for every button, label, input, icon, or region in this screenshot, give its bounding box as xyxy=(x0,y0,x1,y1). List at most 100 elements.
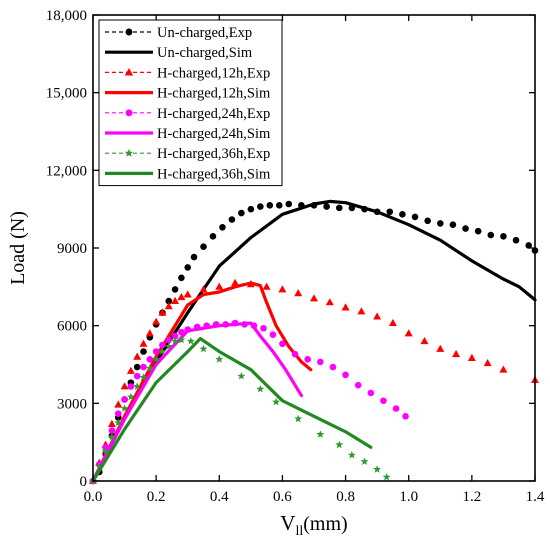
data-point xyxy=(164,342,173,350)
data-point xyxy=(152,355,161,363)
data-point xyxy=(164,302,173,310)
legend: Un-charged,Exp Un-charged,Sim H-charged,12… xyxy=(98,19,283,187)
data-point xyxy=(199,285,208,293)
x-tick-label: 1.0 xyxy=(399,489,418,505)
legend-item: H-charged,36h,Exp xyxy=(105,146,270,162)
data-point xyxy=(159,341,166,349)
data-point xyxy=(171,332,179,340)
legend-item: H-charged,12h,Sim xyxy=(105,86,271,102)
data-point xyxy=(199,344,208,353)
data-point xyxy=(133,352,142,360)
data-point xyxy=(342,371,349,379)
data-point xyxy=(108,427,116,434)
data-point xyxy=(215,355,224,363)
series-line xyxy=(91,281,313,483)
legend-item: H-charged,24h,Sim xyxy=(105,126,271,142)
data-point xyxy=(177,293,186,301)
y-tick-label: 6000 xyxy=(57,319,87,335)
x-tick-label: 1.4 xyxy=(526,489,545,505)
data-point xyxy=(171,286,179,293)
data-point xyxy=(285,200,293,208)
y-tick-label: 15,000 xyxy=(46,86,87,102)
data-point xyxy=(512,236,520,244)
data-point xyxy=(152,348,160,355)
data-point xyxy=(436,220,444,227)
data-point xyxy=(186,337,195,345)
data-point xyxy=(260,324,267,332)
data-point xyxy=(145,364,154,372)
series-7 xyxy=(89,335,391,485)
data-point xyxy=(237,371,246,380)
data-point xyxy=(386,208,394,216)
legend-item: H-charged,36h,Sim xyxy=(105,166,271,182)
legend-item: Un-charged,Exp xyxy=(105,25,252,41)
data-point xyxy=(436,344,445,352)
data-point xyxy=(279,340,286,348)
legend-item: H-charged,12h,Exp xyxy=(105,65,270,81)
data-point xyxy=(146,356,154,363)
data-point xyxy=(158,347,167,355)
data-point xyxy=(452,349,461,358)
data-point xyxy=(127,383,135,390)
data-point xyxy=(231,278,240,286)
data-point xyxy=(354,381,362,389)
data-point xyxy=(152,317,161,325)
legend-label: H-charged,24h,Exp xyxy=(157,106,270,122)
data-point xyxy=(411,213,419,221)
data-point xyxy=(140,348,147,355)
data-point xyxy=(404,329,413,337)
data-point xyxy=(373,312,382,320)
data-point xyxy=(399,211,406,218)
data-point xyxy=(462,225,469,232)
y-tick-label: 0 xyxy=(80,474,88,490)
legend-box xyxy=(98,19,283,187)
x-axis-label-main: V xyxy=(280,511,295,535)
series-line xyxy=(91,321,303,483)
data-point xyxy=(257,203,264,210)
data-point xyxy=(269,331,277,339)
data-point xyxy=(266,201,274,209)
series-4 xyxy=(91,281,313,483)
series-5 xyxy=(89,319,409,485)
data-point xyxy=(272,397,281,406)
data-point xyxy=(183,290,192,298)
legend-item: Un-charged,Sim xyxy=(105,45,253,61)
data-point xyxy=(392,405,400,412)
legend-swatch-marker xyxy=(124,148,134,157)
legend-label: Un-charged,Exp xyxy=(157,25,252,41)
x-axis-label-unit: (mm) xyxy=(303,513,347,535)
data-point xyxy=(329,363,337,371)
data-point xyxy=(291,350,299,358)
data-point xyxy=(133,372,141,380)
data-point xyxy=(171,296,180,304)
legend-label: H-charged,12h,Sim xyxy=(157,86,271,102)
data-point xyxy=(200,243,207,251)
data-point xyxy=(262,282,271,290)
data-point xyxy=(165,336,173,344)
x-axis-label-subscript: ll xyxy=(295,524,303,539)
data-point xyxy=(247,205,255,213)
data-point xyxy=(275,201,283,209)
data-point xyxy=(256,384,265,393)
x-tick-label: 0.8 xyxy=(336,489,355,505)
data-point xyxy=(382,472,391,481)
legend-swatch-marker xyxy=(125,28,133,36)
data-point xyxy=(420,337,429,345)
y-axis-label: Load (N) xyxy=(7,211,29,285)
series-layer xyxy=(89,199,539,485)
data-point xyxy=(95,462,104,471)
data-point xyxy=(525,242,532,249)
data-point xyxy=(335,204,343,212)
data-point xyxy=(120,382,129,390)
legend-label: H-charged,24h,Sim xyxy=(157,126,271,142)
data-point xyxy=(114,400,123,408)
data-point xyxy=(133,382,142,390)
data-point xyxy=(278,285,287,293)
data-point xyxy=(402,412,409,420)
legend-label: H-charged,36h,Sim xyxy=(157,166,271,182)
data-point xyxy=(177,335,186,344)
y-tick-label: 3000 xyxy=(57,396,87,412)
legend-swatch-marker xyxy=(125,109,133,117)
data-point xyxy=(158,308,167,316)
